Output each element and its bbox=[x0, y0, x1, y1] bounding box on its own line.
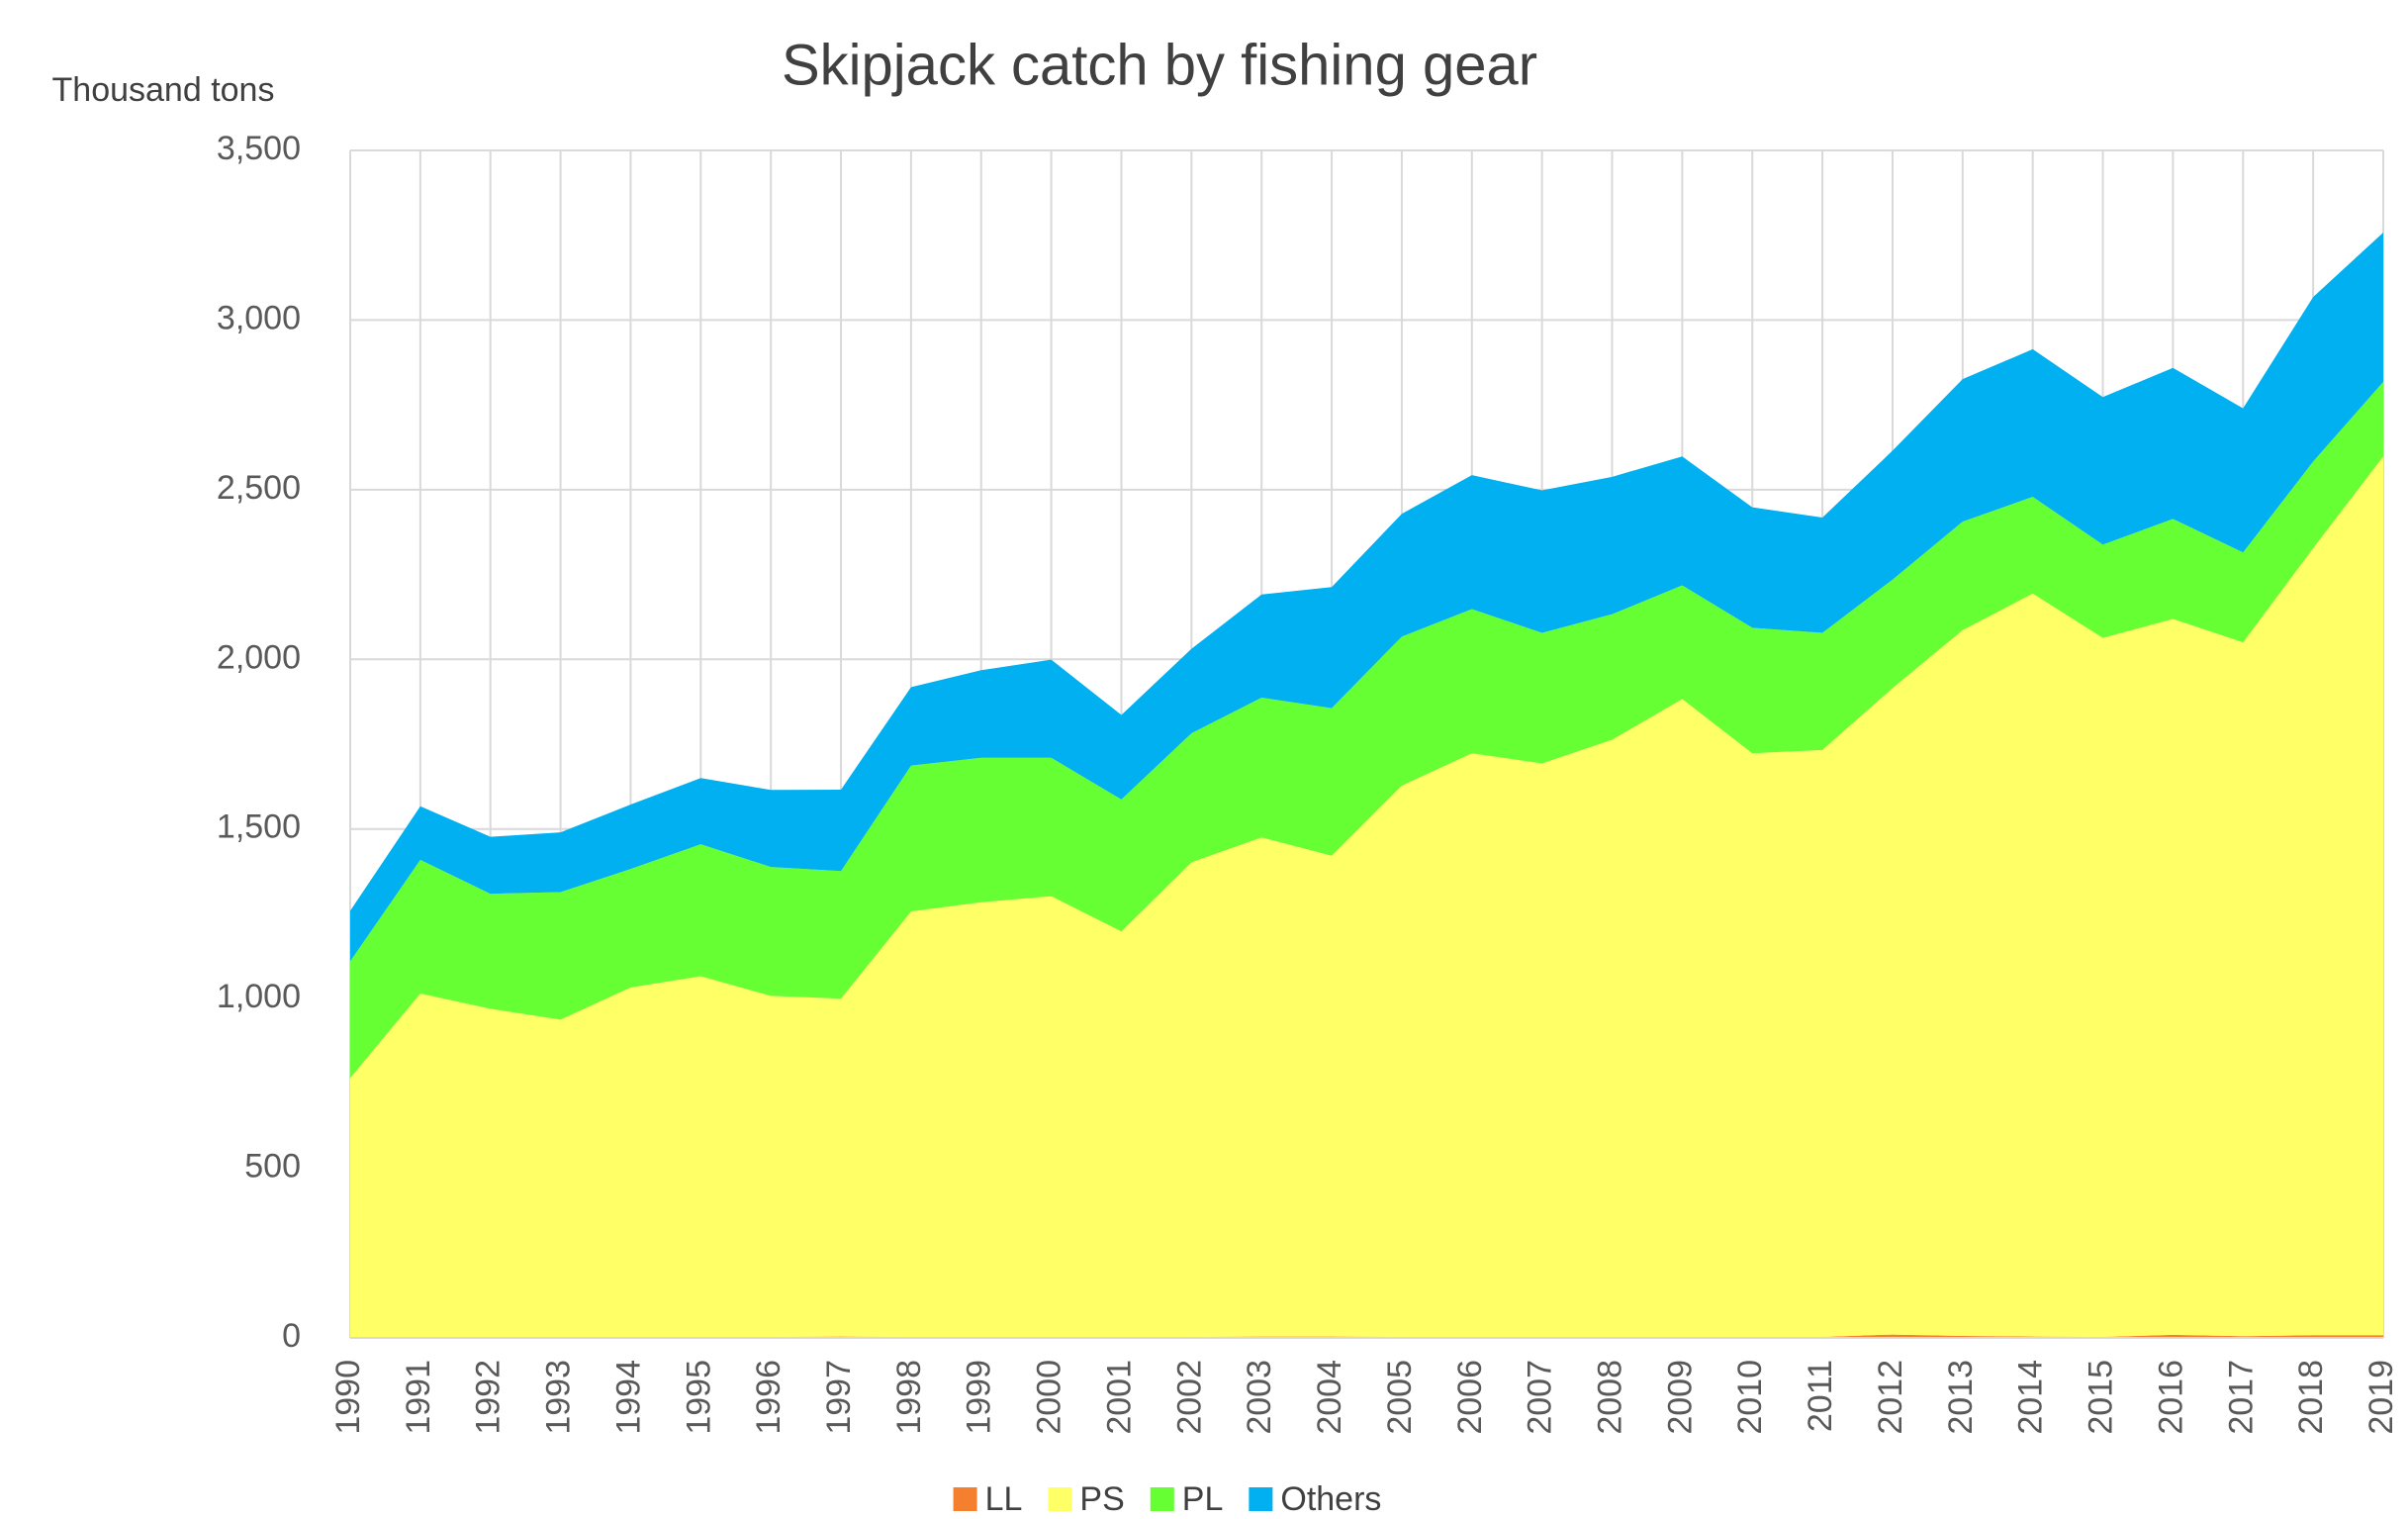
legend-label: Others bbox=[1280, 1480, 1381, 1518]
y-tick-label: 0 bbox=[282, 1317, 301, 1355]
x-tick-label: 2013 bbox=[1942, 1360, 1980, 1435]
x-tick-label: 1998 bbox=[890, 1360, 928, 1435]
x-tick-label: 1990 bbox=[329, 1360, 367, 1435]
x-tick-label: 1992 bbox=[470, 1360, 508, 1435]
x-tick-label: 1997 bbox=[820, 1360, 858, 1435]
legend-swatch bbox=[953, 1487, 977, 1511]
x-tick-label: 2019 bbox=[2362, 1360, 2400, 1435]
legend-label: LL bbox=[985, 1480, 1023, 1518]
x-tick-label: 2004 bbox=[1311, 1360, 1348, 1435]
x-tick-label: 2002 bbox=[1170, 1360, 1208, 1435]
x-tick-label: 2010 bbox=[1731, 1360, 1769, 1435]
legend-label: PL bbox=[1182, 1480, 1224, 1518]
x-tick-label: 2011 bbox=[1802, 1360, 1839, 1432]
y-tick-label: 1,000 bbox=[217, 978, 301, 1015]
x-tick-label: 2014 bbox=[2012, 1360, 2050, 1435]
chart-title: Skipjack catch by fishing gear bbox=[782, 33, 1537, 97]
area bbox=[350, 381, 2383, 1079]
x-tick-label: 2015 bbox=[2083, 1360, 2120, 1435]
x-tick-label: 1993 bbox=[540, 1360, 578, 1435]
x-tick-label: 2003 bbox=[1241, 1360, 1278, 1435]
legend-swatch bbox=[1249, 1487, 1273, 1511]
area bbox=[350, 456, 2383, 1338]
legend: LL PS PL Others bbox=[953, 1480, 1381, 1518]
y-axis-label: Thousand tons bbox=[52, 71, 275, 109]
x-tick-label: 2018 bbox=[2292, 1360, 2330, 1435]
x-tick-label: 2009 bbox=[1661, 1360, 1699, 1435]
legend-label: PS bbox=[1079, 1480, 1124, 1518]
legend-swatch bbox=[1048, 1487, 1072, 1511]
x-tick-label: 1991 bbox=[400, 1360, 437, 1435]
y-tick-label: 1,500 bbox=[217, 808, 301, 846]
x-tick-label: 1995 bbox=[680, 1360, 717, 1435]
x-tick-label: 1999 bbox=[961, 1360, 998, 1435]
x-tick-label: 2001 bbox=[1100, 1360, 1138, 1435]
y-tick-label: 2,500 bbox=[217, 469, 301, 507]
x-tick-label: 1994 bbox=[609, 1360, 647, 1435]
x-tick-label: 2017 bbox=[2222, 1360, 2260, 1435]
x-tick-label: 1996 bbox=[750, 1360, 787, 1435]
x-tick-label: 2007 bbox=[1522, 1360, 1559, 1435]
x-tick-label: 2008 bbox=[1592, 1360, 1629, 1435]
y-tick-label: 3,000 bbox=[217, 299, 301, 336]
x-tick-label: 2000 bbox=[1031, 1360, 1068, 1435]
y-tick-label: 500 bbox=[244, 1148, 301, 1186]
legend-swatch bbox=[1150, 1487, 1174, 1511]
y-tick-label: 2,000 bbox=[217, 638, 301, 676]
x-tick-label: 2012 bbox=[1872, 1360, 1909, 1435]
x-tick-label: 2006 bbox=[1451, 1360, 1489, 1435]
area bbox=[350, 232, 2383, 962]
x-tick-label: 2016 bbox=[2152, 1360, 2189, 1435]
y-tick-label: 3,500 bbox=[217, 130, 301, 167]
x-tick-label: 2005 bbox=[1381, 1360, 1419, 1435]
